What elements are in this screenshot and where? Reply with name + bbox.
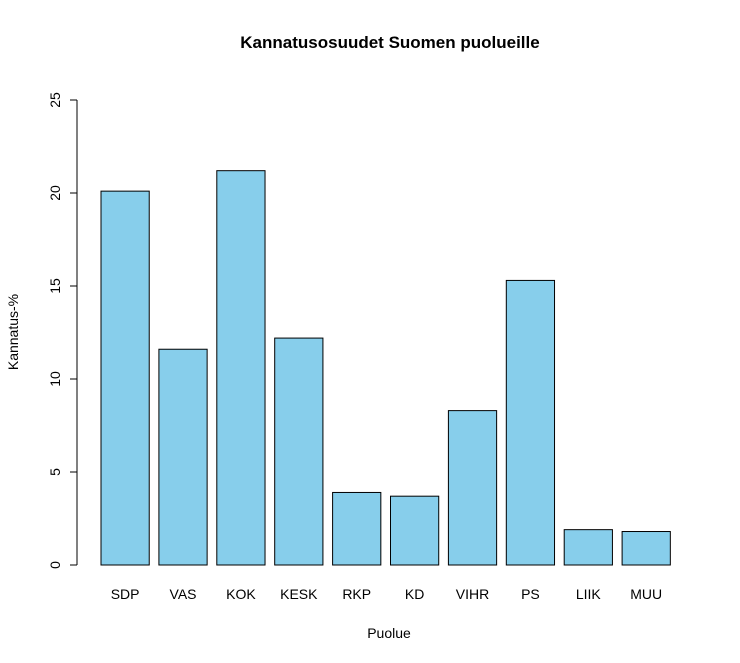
bar-kok xyxy=(216,170,266,566)
x-tick-label: MUU xyxy=(630,586,662,602)
bar-kesk xyxy=(274,337,324,566)
y-tick-label: 25 xyxy=(47,92,63,108)
bar-vas xyxy=(158,348,208,566)
x-tick-labels: SDP VAS KOK KESK RKP KD VIHR PS LIIK MUU xyxy=(111,586,662,602)
x-tick-label: SDP xyxy=(111,586,140,602)
bars-group xyxy=(100,170,671,566)
y-axis: 0 5 10 15 20 25 xyxy=(47,92,78,569)
x-tick-label: VIHR xyxy=(456,586,489,602)
bar-vihr xyxy=(447,410,498,566)
x-tick-label: RKP xyxy=(342,586,371,602)
bar-muu xyxy=(621,531,671,566)
x-tick-label: PS xyxy=(521,586,540,602)
x-tick-label: LIIK xyxy=(576,586,602,602)
x-axis-label: Puolue xyxy=(367,625,411,641)
y-tick-label: 10 xyxy=(47,371,63,387)
bar-liik xyxy=(563,529,613,566)
x-tick-label: VAS xyxy=(170,586,197,602)
y-tick-label: 15 xyxy=(47,278,63,294)
bar-rkp xyxy=(332,491,382,566)
bar-kd xyxy=(390,495,440,566)
bar-ps xyxy=(505,279,556,566)
y-tick-label: 0 xyxy=(47,561,63,569)
x-tick-label: KOK xyxy=(226,586,256,602)
x-tick-label: KD xyxy=(405,586,424,602)
chart-title: Kannatusosuudet Suomen puolueille xyxy=(240,33,539,52)
y-tick-label: 5 xyxy=(47,468,63,476)
y-axis-label: Kannatus-% xyxy=(5,294,21,370)
bar-sdp xyxy=(100,190,150,566)
y-tick-label: 20 xyxy=(47,185,63,201)
x-tick-label: KESK xyxy=(280,586,318,602)
